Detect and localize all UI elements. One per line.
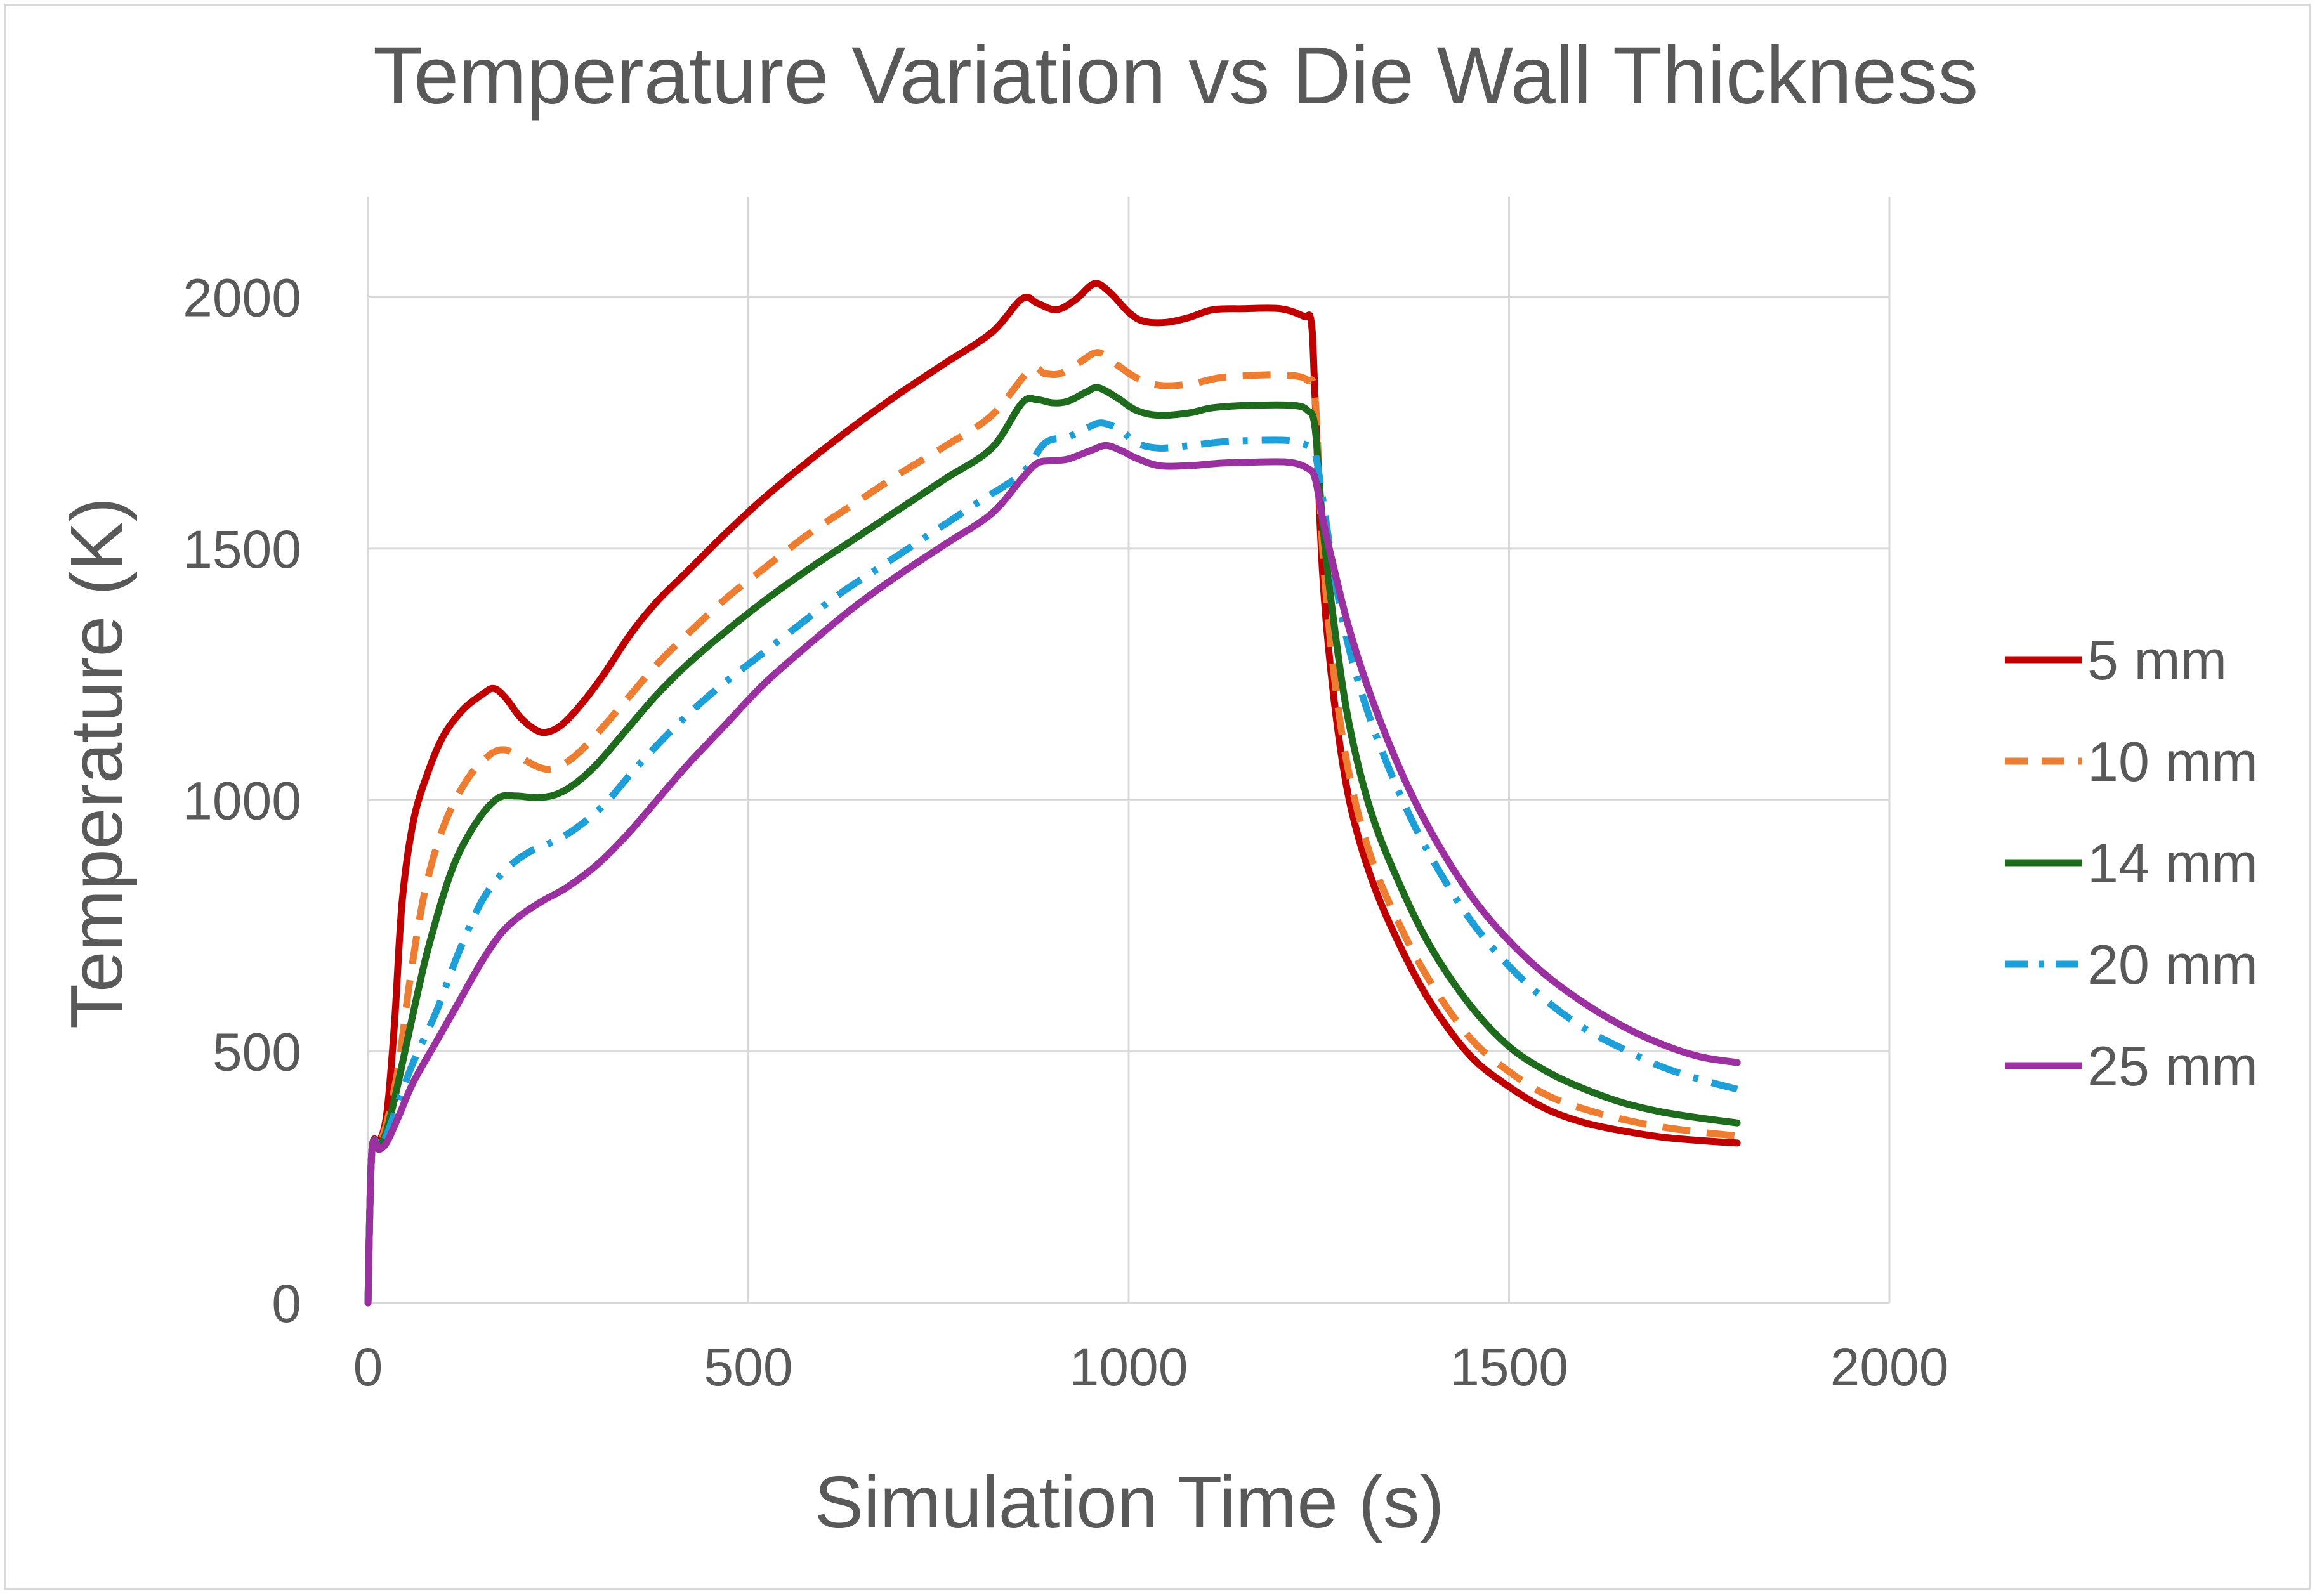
series-line-5-mm xyxy=(364,280,1741,1307)
legend-label: 10 mm xyxy=(2087,730,2258,793)
chart-frame xyxy=(4,4,2311,1590)
x-tick-label: 0 xyxy=(353,1337,383,1397)
y-tick-label: 500 xyxy=(213,1023,301,1082)
chart-title: Temperature Variation vs Die Wall Thickn… xyxy=(373,30,1978,121)
y-tick-label: 1000 xyxy=(183,771,301,830)
y-tick-label: 0 xyxy=(272,1274,301,1333)
x-tick-label: 1500 xyxy=(1450,1337,1568,1397)
series-line-14-mm xyxy=(364,384,1741,1307)
y-axis-label: Temperature (K) xyxy=(55,497,138,1029)
x-tick-label: 1000 xyxy=(1070,1337,1188,1397)
series-lines xyxy=(364,280,1741,1307)
legend-label: 25 mm xyxy=(2087,1035,2258,1097)
legend-label: 5 mm xyxy=(2087,629,2227,691)
series-line-10-mm xyxy=(364,349,1738,1304)
x-tick-label: 500 xyxy=(704,1337,792,1397)
x-tick-label: 2000 xyxy=(1830,1337,1949,1397)
tick-labels: 0 500 1000 1500 2000 0 500 1000 1500 2000 xyxy=(183,268,1948,1397)
legend-label: 20 mm xyxy=(2087,933,2258,996)
legend: 5 mm 10 mm 14 mm 20 mm 25 mm xyxy=(2005,629,2258,1097)
series-line-20-mm xyxy=(364,419,1738,1304)
y-tick-label: 2000 xyxy=(183,268,301,328)
y-tick-label: 1500 xyxy=(183,520,301,579)
x-axis-label: Simulation Time (s) xyxy=(815,1461,1445,1543)
grid-lines xyxy=(367,197,1891,1304)
legend-label: 14 mm xyxy=(2087,832,2258,894)
series-line-25-mm xyxy=(364,442,1741,1307)
